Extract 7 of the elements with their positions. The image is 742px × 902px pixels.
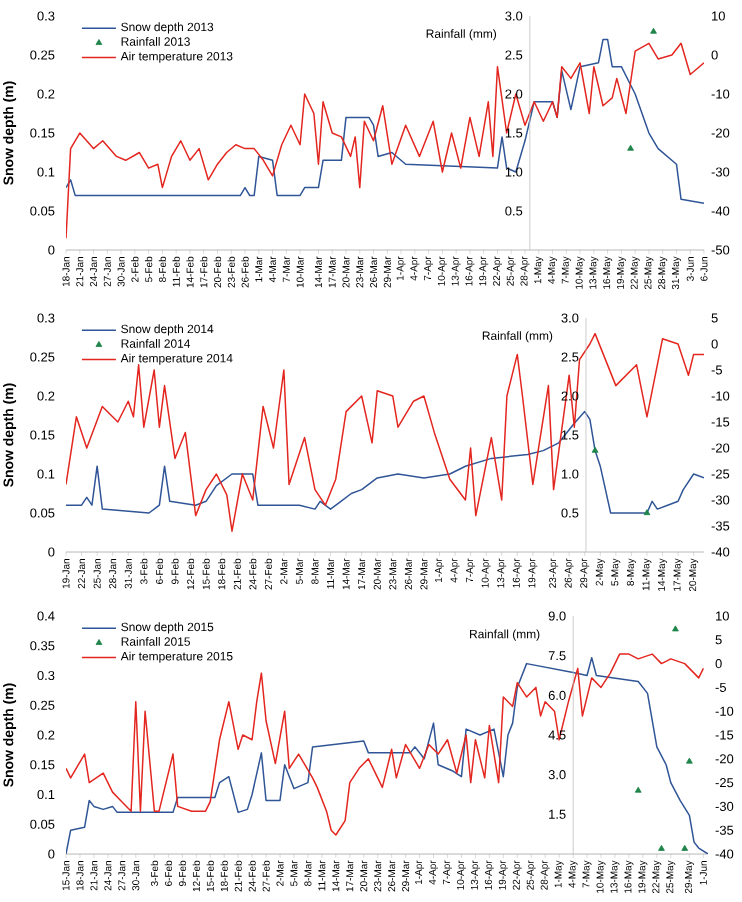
point — [686, 757, 693, 764]
line-series — [66, 42, 705, 240]
point — [681, 844, 689, 851]
point — [634, 786, 642, 793]
point — [658, 844, 665, 851]
point — [672, 625, 679, 632]
line-series — [66, 410, 705, 514]
